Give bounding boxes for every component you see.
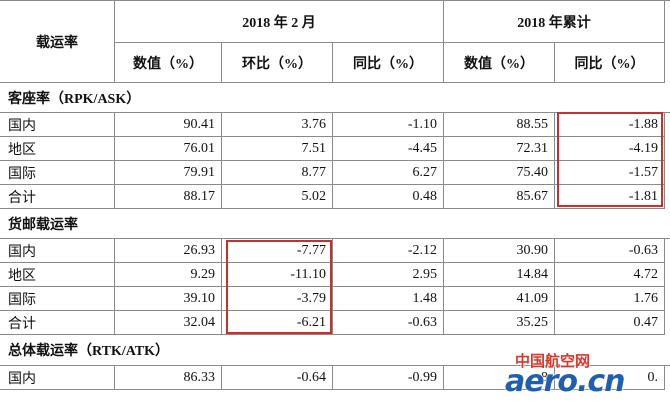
watermark-cn: 中国航空网 <box>515 352 591 370</box>
value-cell: 72.31 <box>444 137 555 161</box>
value-cell: -0.63 <box>555 239 665 263</box>
corner-header: 载运率 <box>0 1 115 83</box>
value-cell: 4.72 <box>555 263 665 287</box>
value-cell: 0. <box>555 366 665 390</box>
row-label: 国际 <box>0 287 115 311</box>
value-cell: 30.90 <box>444 239 555 263</box>
value-cell: 3.76 <box>222 113 333 137</box>
value-cell: -11.10 <box>222 263 333 287</box>
value-cell: 35.25 <box>444 311 555 335</box>
value-cell: 32.04 <box>115 311 222 335</box>
row-label: 合计 <box>0 311 115 335</box>
value-cell: -1.81 <box>555 185 665 209</box>
value-cell: 5.02 <box>222 185 333 209</box>
value-cell: 6.27 <box>333 161 444 185</box>
value-cell: 1.76 <box>555 287 665 311</box>
row-label: 国内 <box>0 113 115 137</box>
watermark: 中国航空网 aero.cn <box>505 350 670 400</box>
value-cell: 41.09 <box>444 287 555 311</box>
value-cell: -1.57 <box>555 161 665 185</box>
value-cell: 7.51 <box>222 137 333 161</box>
value-cell: -0.64 <box>222 366 333 390</box>
value-cell: 8.77 <box>222 161 333 185</box>
row-label: 国内 <box>0 366 115 390</box>
value-cell: 75.40 <box>444 161 555 185</box>
value-cell: 90.41 <box>115 113 222 137</box>
group-header: 2018 年 2 月 <box>115 1 444 43</box>
watermark-en: aero.cn <box>505 364 626 399</box>
row-label: 国内 <box>0 239 115 263</box>
highlight-box <box>226 240 332 334</box>
value-cell: -3.79 <box>222 287 333 311</box>
value-cell: -2.12 <box>333 239 444 263</box>
value-cell: 88.55 <box>444 113 555 137</box>
value-cell: 79.91 <box>115 161 222 185</box>
value-cell: -0.63 <box>333 311 444 335</box>
value-cell: -1.88 <box>555 113 665 137</box>
row-label: 合计 <box>0 185 115 209</box>
value-cell: 0.47 <box>555 311 665 335</box>
value-cell: -4.19 <box>555 137 665 161</box>
section-title: 总体载运率（RTK/ATK） <box>0 335 670 366</box>
value-cell: 8 <box>444 366 555 390</box>
value-cell: 26.93 <box>115 239 222 263</box>
value-cell: 85.67 <box>444 185 555 209</box>
value-cell: 2.95 <box>333 263 444 287</box>
section-title: 客座率（RPK/ASK） <box>0 83 670 113</box>
value-cell: 14.84 <box>444 263 555 287</box>
column-header: 同比（%） <box>555 43 665 83</box>
value-cell: -7.77 <box>222 239 333 263</box>
group-header: 2018 年累计 <box>444 1 665 43</box>
value-cell: -0.99 <box>333 366 444 390</box>
section-title: 货邮载运率 <box>0 209 670 239</box>
highlight-box <box>557 112 663 207</box>
value-cell: 9.29 <box>115 263 222 287</box>
row-label: 地区 <box>0 137 115 161</box>
value-cell: -6.21 <box>222 311 333 335</box>
value-cell: 0.48 <box>333 185 444 209</box>
column-header: 数值（%） <box>444 43 555 83</box>
value-cell: 39.10 <box>115 287 222 311</box>
value-cell: 1.48 <box>333 287 444 311</box>
value-cell: 76.01 <box>115 137 222 161</box>
row-label: 地区 <box>0 263 115 287</box>
column-header: 环比（%） <box>222 43 333 83</box>
row-label: 国际 <box>0 161 115 185</box>
column-header: 数值（%） <box>115 43 222 83</box>
value-cell: 86.33 <box>115 366 222 390</box>
value-cell: -4.45 <box>333 137 444 161</box>
value-cell: -1.10 <box>333 113 444 137</box>
column-header: 同比（%） <box>333 43 444 83</box>
value-cell: 88.17 <box>115 185 222 209</box>
